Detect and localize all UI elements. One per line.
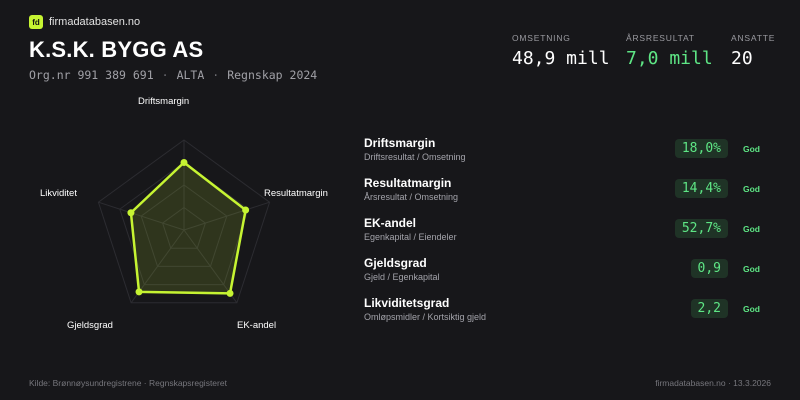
kpi-label: ANSATTE [731, 33, 776, 43]
kpi-revenue: OMSETNING 48,9 mill [512, 33, 610, 69]
radar-grid-ring [97, 139, 271, 304]
metric-name: EK-andel [364, 216, 417, 230]
radar-axis-label: Resultatmargin [264, 188, 328, 199]
metric-row-ek-andel: EK-andel Egenkapital / Eiendeler 52,7% G… [364, 216, 764, 256]
footer-site-date: firmadatabasen.no · 13.3.2026 [655, 378, 771, 388]
radar-axis-label: EK-andel [237, 320, 277, 331]
brand: fd firmadatabasen.no [29, 15, 140, 29]
metric-value: 0,9 [690, 259, 728, 278]
kpi-label: ÅRSRESULTAT [626, 33, 695, 43]
separator: · [161, 68, 169, 82]
company-subline: Org.nr 991 389 691 · ALTA · Regnskap 2024 [29, 68, 317, 82]
metric-name: Likviditetsgrad [364, 296, 450, 310]
kpi-employees: ANSATTE 20 [731, 33, 775, 69]
metric-value: 18,0% [674, 139, 728, 158]
metric-description: Omløpsmidler / Kortsiktig gjeld [364, 312, 487, 322]
radar-spoke [183, 201, 270, 231]
metric-name: Resultatmargin [364, 176, 452, 190]
kpi-value: 48,9 mill [512, 48, 610, 69]
radar-grid-ring [119, 161, 249, 286]
radar-point-resultatmargin [242, 206, 250, 214]
status-badge: God [743, 304, 760, 314]
metric-description: Årsresultat / Omsetning [364, 192, 459, 202]
footer-source: Kilde: Brønnøysundregistrene · Regnskaps… [29, 378, 227, 388]
brand-name[interactable]: firmadatabasen.no [49, 16, 141, 28]
status-badge: God [743, 184, 760, 194]
kpi-value: 20 [731, 48, 753, 69]
separator: · [212, 68, 220, 82]
radar-point-gjeldsgrad [135, 288, 143, 296]
metric-value: 2,2 [690, 299, 728, 318]
status-badge: God [743, 224, 760, 234]
kpi-label: OMSETNING [512, 33, 571, 43]
metric-description: Gjeld / Egenkapital [364, 272, 440, 282]
metric-value: 14,4% [674, 179, 728, 198]
metric-name: Driftsmargin [364, 136, 436, 150]
radar-spoke [130, 229, 185, 304]
radar-axis-label: Likviditet [40, 188, 77, 199]
company-name: K.S.K. BYGG AS [29, 37, 204, 62]
metric-row-driftsmargin: Driftsmargin Driftsresultat / Omsetning … [364, 136, 764, 176]
kpi-value: 7,0 mill [626, 48, 713, 69]
metric-name: Gjeldsgrad [364, 256, 427, 270]
radar-point-likviditet [127, 209, 135, 217]
radar-grid-ring [162, 206, 206, 249]
radar-axis-label: Gjeldsgrad [67, 320, 113, 331]
radar-grid-ring [140, 184, 228, 267]
radar-axis-label: Driftsmargin [138, 96, 190, 107]
metrics-list: Driftsmargin Driftsresultat / Omsetning … [364, 136, 764, 336]
location: ALTA [176, 68, 205, 82]
radar-series-shape [129, 161, 247, 295]
metric-description: Driftsresultat / Omsetning [364, 152, 466, 162]
kpi-annual-result: ÅRSRESULTAT 7,0 mill [626, 33, 713, 69]
metric-row-gjeldsgrad: Gjeldsgrad Gjeld / Egenkapital 0,9 God [364, 256, 764, 296]
metric-value: 52,7% [674, 219, 728, 238]
metric-description: Egenkapital / Eiendeler [364, 232, 457, 242]
radar-point-ek-andel [226, 289, 234, 297]
metric-row-resultatmargin: Resultatmargin Årsresultat / Omsetning 1… [364, 176, 764, 216]
radar-point-driftsmargin [180, 159, 188, 166]
metric-row-likviditetsgrad: Likviditetsgrad Omløpsmidler / Kortsikti… [364, 296, 764, 336]
status-badge: God [743, 264, 760, 274]
radar-spoke [98, 201, 185, 231]
status-badge: God [743, 144, 760, 154]
radar-spoke [183, 229, 238, 304]
brand-logo-icon: fd [29, 15, 43, 29]
org-number: Org.nr 991 389 691 [29, 68, 154, 82]
report-year: Regnskap 2024 [227, 68, 318, 82]
